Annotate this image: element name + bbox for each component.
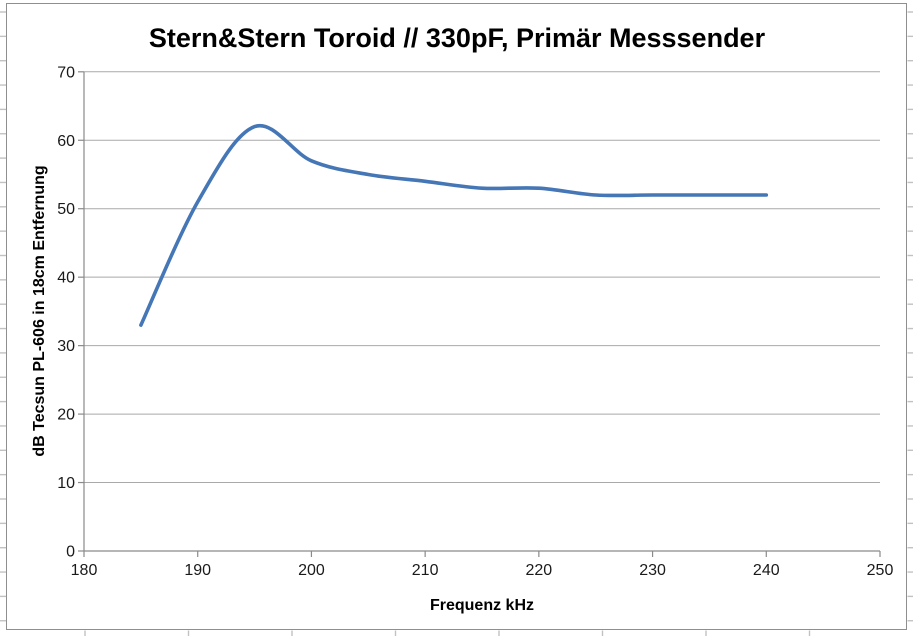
x-tick-label: 180 [71,562,98,579]
series-line-db-curve [139,123,769,327]
chart-title: Stern&Stern Toroid // 330pF, Primär Mess… [149,23,766,53]
y-tick-label: 50 [57,201,75,218]
y-tick-label: 60 [57,133,75,150]
x-tick-label: 220 [526,562,553,579]
x-tick-label: 210 [412,562,439,579]
y-tick-label: 20 [57,407,75,424]
tick-labels: 0 10 20 30 40 50 60 70 180 190 200 210 220 230 240 250 [57,64,893,579]
y-tick-label: 10 [57,475,75,492]
chart-border [6,3,907,630]
gridlines [84,71,880,484]
x-tick-label: 200 [298,562,325,579]
x-tick-label: 240 [753,562,780,579]
x-tick-label: 230 [639,562,666,579]
y-axis-title: dB Tecsun PL-606 in 18cm Entfernung [31,165,48,456]
axes [83,71,880,552]
y-tick-label: 70 [57,64,75,81]
x-tick-label: 250 [867,562,894,579]
tick-marks [78,71,881,557]
y-tick-label: 30 [57,338,75,355]
y-tick-label: 40 [57,270,75,287]
worksheet-gridline-stubs [0,11,913,636]
y-tick-label: 0 [66,544,75,561]
x-tick-label: 190 [184,562,211,579]
x-axis-title: Frequenz kHz [430,597,534,614]
